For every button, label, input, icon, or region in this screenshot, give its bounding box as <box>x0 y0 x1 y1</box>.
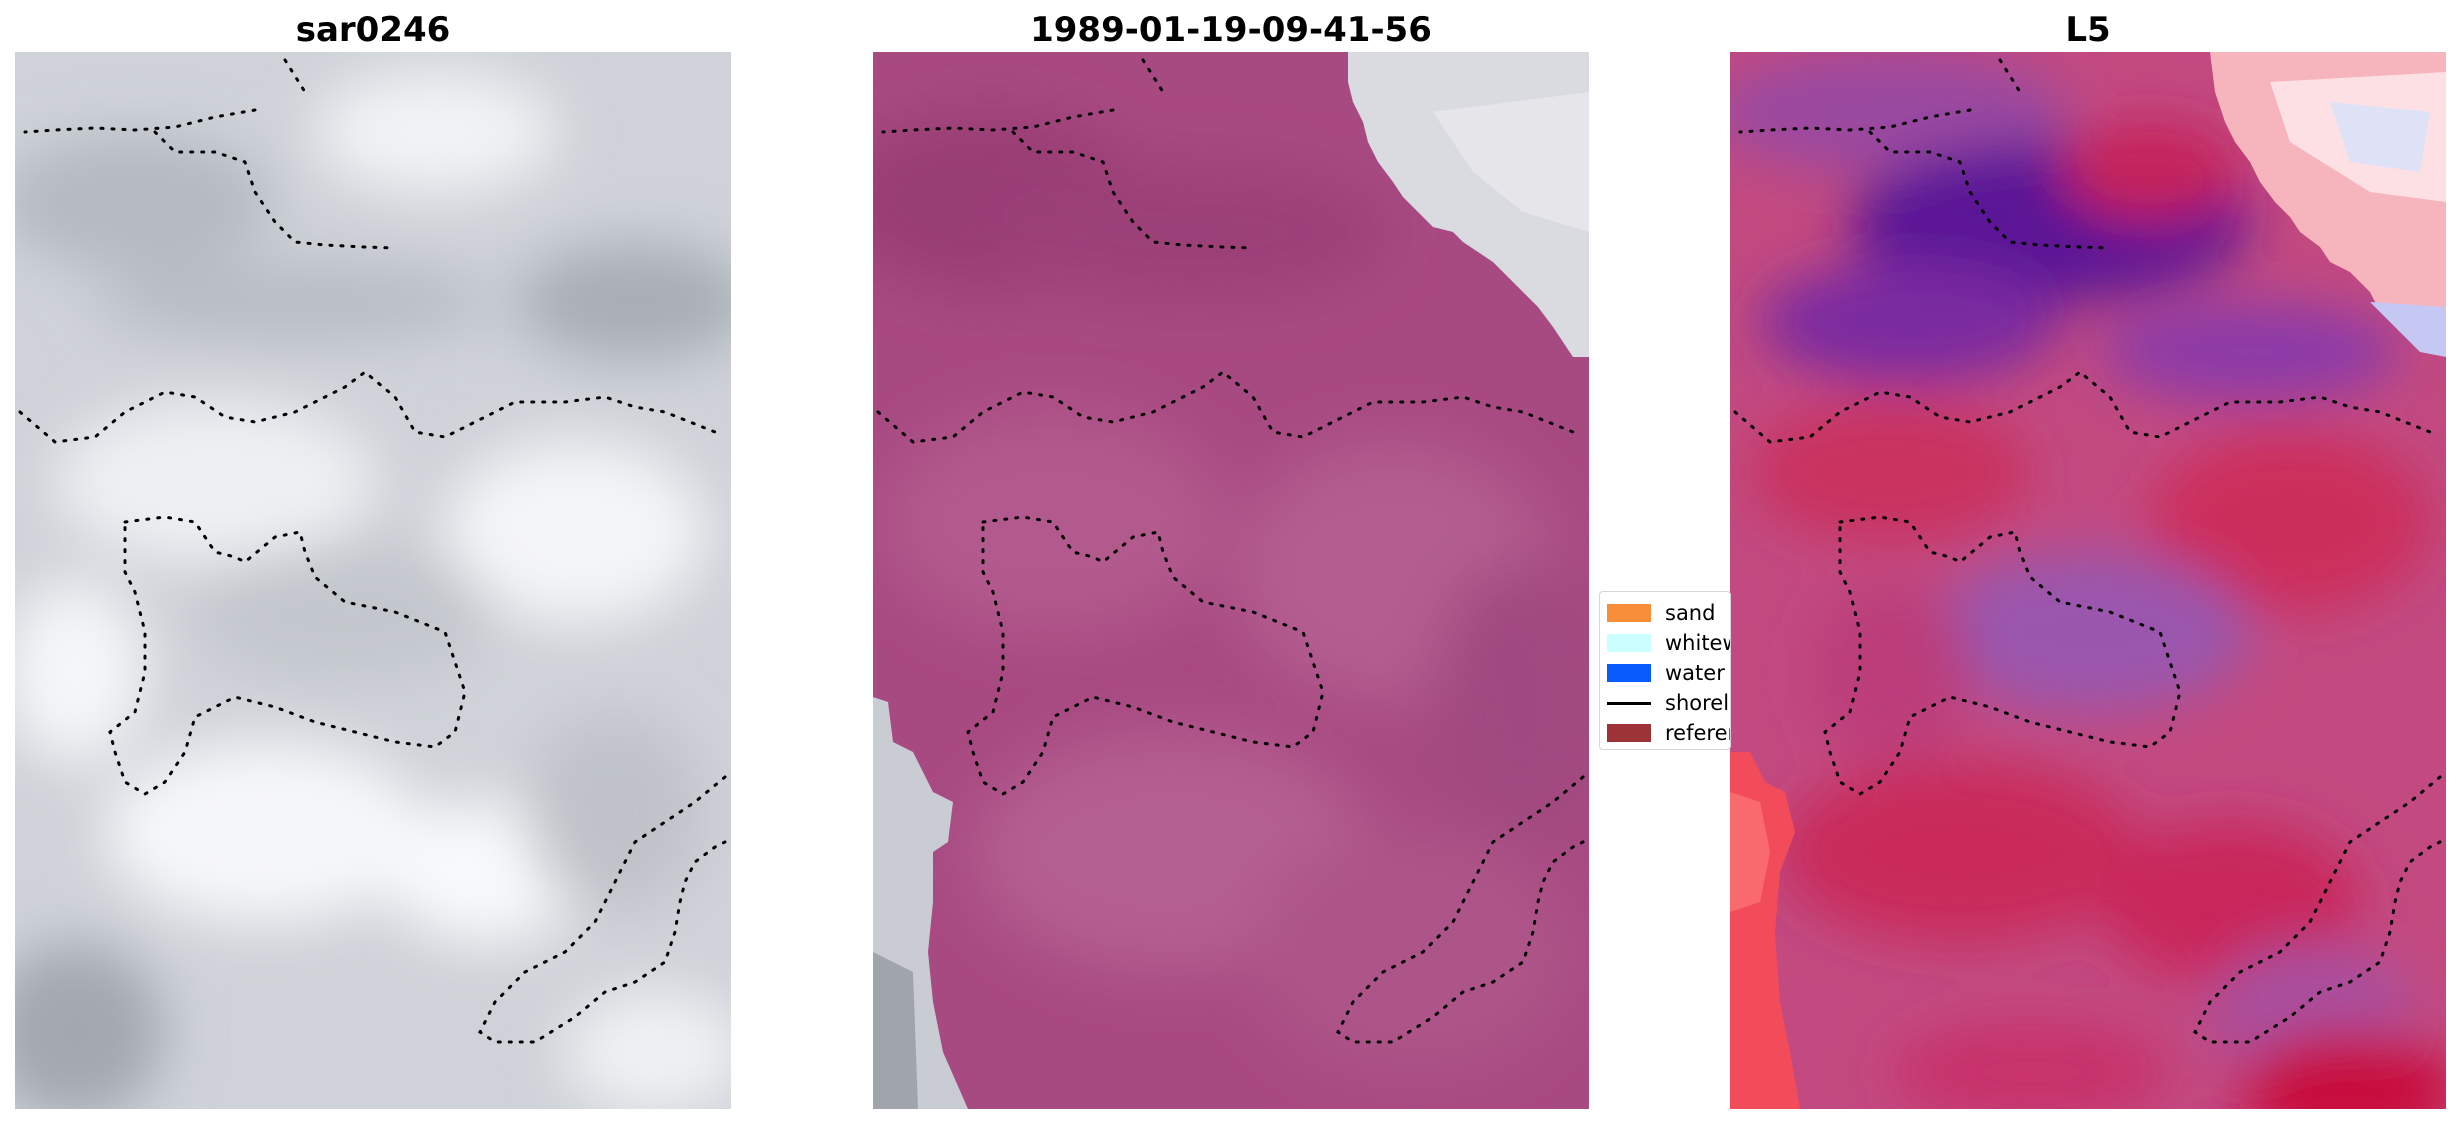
legend-swatch-sand <box>1607 604 1651 622</box>
sar0246-image <box>15 52 731 1109</box>
legend-item-sand: sand <box>1607 601 1715 625</box>
panel-title-date: 1989-01-19-09-41-56 <box>1030 10 1432 50</box>
overlay-image <box>873 52 1589 1109</box>
l5-image <box>1730 52 2446 1109</box>
legend-item-shoreline: shoreline <box>1607 691 1730 715</box>
legend-item-reference: reference <box>1607 721 1730 745</box>
legend-item-water: water <box>1607 661 1725 685</box>
legend-swatch-reference <box>1607 724 1651 742</box>
legend-swatch-water <box>1607 664 1651 682</box>
legend-label-sand: sand <box>1665 601 1716 625</box>
legend-label-water: water <box>1665 661 1725 685</box>
panel-title-l5: L5 <box>2065 10 2111 50</box>
image-panel-date <box>873 52 1589 1109</box>
legend-label-reference: reference <box>1665 721 1730 745</box>
image-panel-l5 <box>1730 52 2446 1109</box>
image-panel-sar0246 <box>15 52 731 1109</box>
panel-title-sar0246: sar0246 <box>295 10 451 50</box>
legend-swatch-whitewater <box>1607 634 1651 652</box>
legend-label-shoreline: shoreline <box>1665 691 1730 715</box>
legend-line-shoreline <box>1607 701 1651 705</box>
